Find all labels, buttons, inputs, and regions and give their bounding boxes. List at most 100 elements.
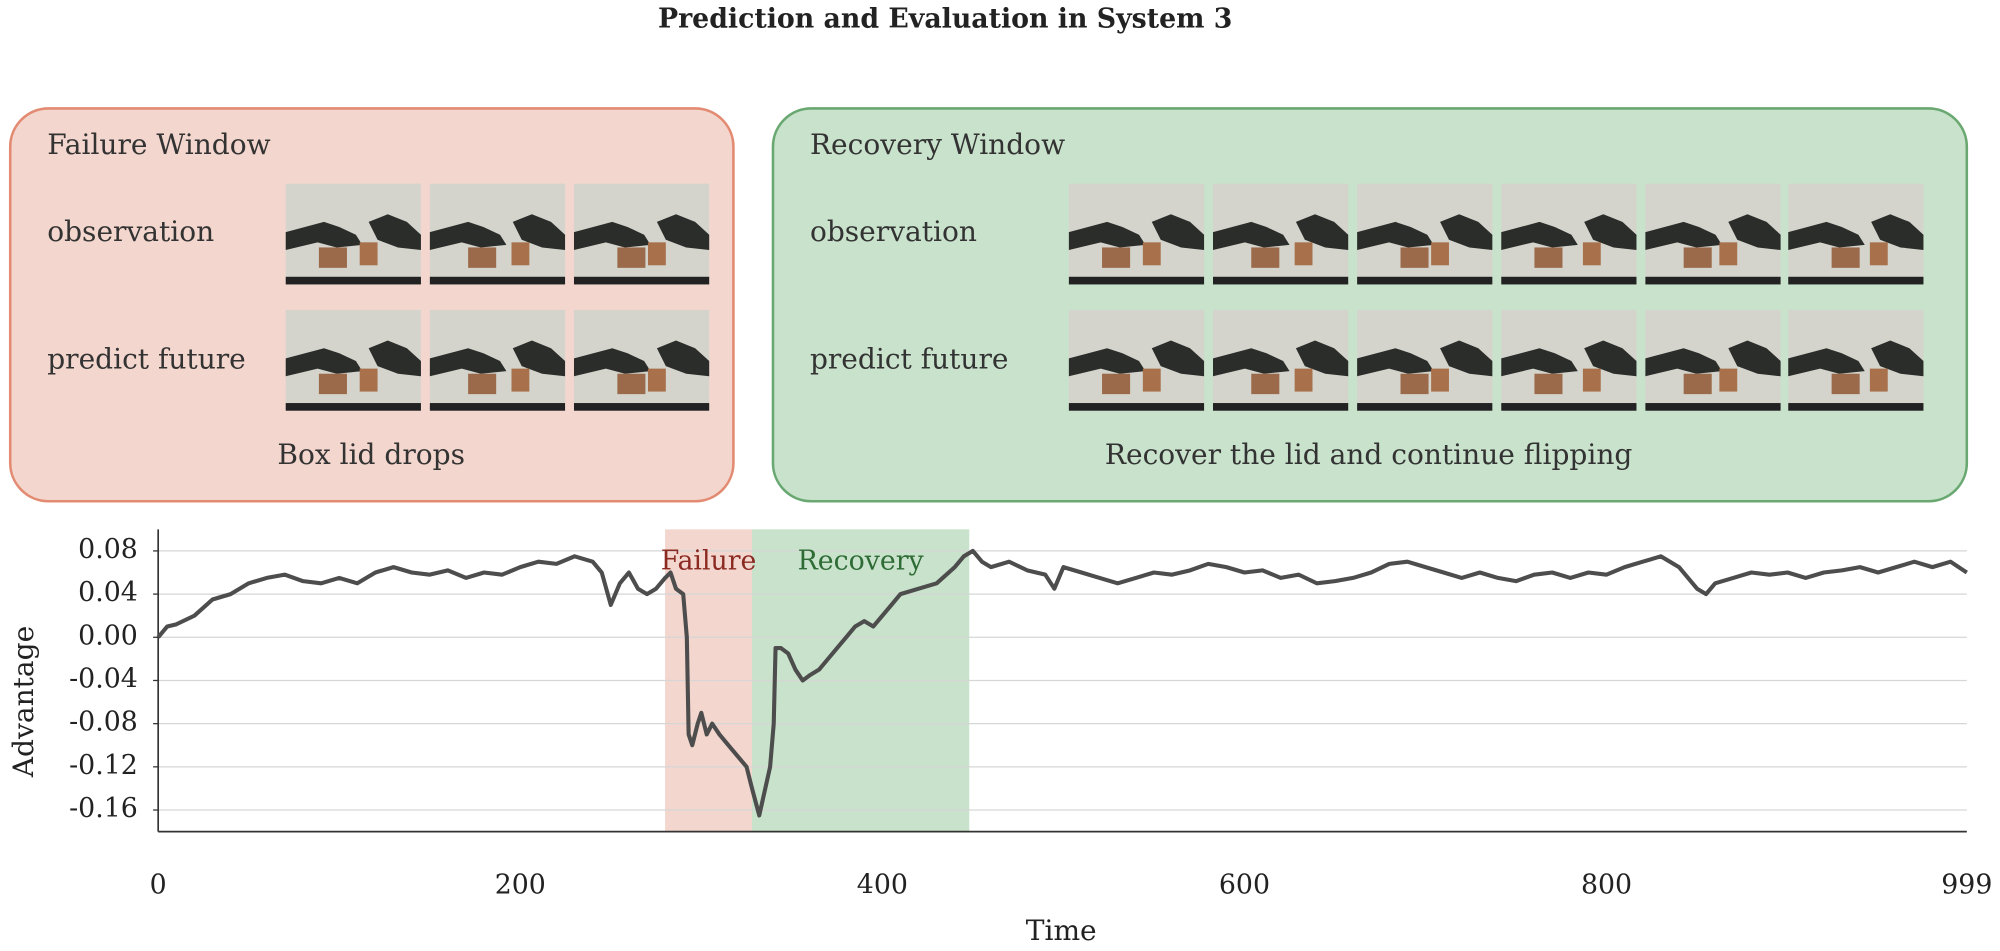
lid <box>647 368 666 392</box>
y-tick-label: -0.08 <box>69 707 138 738</box>
frame-image <box>1788 309 1924 411</box>
robot-arm <box>1501 214 1637 250</box>
frame-image <box>1501 309 1637 411</box>
frame-image <box>573 309 710 411</box>
robot-arm <box>285 340 421 377</box>
box <box>1400 247 1429 268</box>
box <box>1251 247 1280 268</box>
panel-title: Recovery Window <box>810 128 1065 161</box>
figure-title: Prediction and Evaluation in System 3 <box>658 3 1232 34</box>
lid <box>511 242 530 266</box>
robot-arm <box>1645 340 1781 377</box>
lid <box>1294 368 1313 392</box>
box <box>1683 247 1712 268</box>
frame-floor <box>429 403 566 411</box>
x-tick-label: 999 <box>1941 869 1992 900</box>
robot-arm <box>1788 340 1924 377</box>
robot-arm <box>573 340 710 377</box>
frame-floor <box>1501 276 1637 285</box>
frame-floor <box>573 403 710 411</box>
lid <box>1431 242 1449 266</box>
lid <box>1719 242 1738 266</box>
region-label: Failure <box>661 545 757 576</box>
frame-image <box>429 309 566 411</box>
frame-floor <box>1213 403 1349 411</box>
box <box>1534 247 1563 268</box>
frame-floor <box>1357 403 1493 411</box>
lid <box>359 368 378 392</box>
robot-arm <box>1213 340 1349 377</box>
robot-arm <box>1068 214 1205 250</box>
x-tick-label: 0 <box>150 869 167 900</box>
frame-floor <box>1645 403 1781 411</box>
frame-image <box>1213 309 1349 411</box>
box <box>617 247 646 268</box>
y-tick-label: -0.12 <box>69 750 138 781</box>
frame-floor <box>1068 403 1205 411</box>
row-label: observation <box>47 215 214 248</box>
frame-image <box>285 309 421 411</box>
row-label: predict future <box>810 342 1009 375</box>
y-tick-label: 0.08 <box>78 534 138 565</box>
lid <box>1142 368 1161 392</box>
frame-floor <box>285 276 421 285</box>
frame-image <box>1645 183 1781 285</box>
y-tick-label: -0.16 <box>69 793 138 824</box>
frame-image <box>1645 309 1781 411</box>
box <box>1534 373 1563 395</box>
y-tick-label: 0.04 <box>78 577 138 608</box>
box <box>1683 373 1712 395</box>
robot-arm <box>285 214 421 250</box>
robot-arm <box>429 340 566 377</box>
lid <box>1582 368 1601 392</box>
frame-floor <box>1501 403 1637 411</box>
robot-arm <box>1501 340 1637 377</box>
y-tick-label: 0.00 <box>78 620 138 651</box>
frame-image <box>1068 309 1205 411</box>
panel-caption: Recover the lid and continue flipping <box>1105 438 1633 471</box>
robot-arm <box>573 214 710 250</box>
row-label: observation <box>810 215 977 248</box>
lid <box>359 242 378 266</box>
x-tick-label: 600 <box>1219 869 1270 900</box>
lid <box>1719 368 1738 392</box>
box <box>468 373 497 395</box>
box <box>1251 373 1280 395</box>
panel-title: Failure Window <box>47 128 270 161</box>
frame-image <box>1788 183 1924 285</box>
lid <box>1869 242 1888 266</box>
box <box>1831 247 1860 268</box>
robot-arm <box>1357 214 1493 250</box>
box <box>1102 373 1131 395</box>
frame-floor <box>1357 276 1493 285</box>
box <box>1831 373 1860 395</box>
frame-image <box>285 183 421 285</box>
frame-image <box>1213 183 1349 285</box>
frame-image <box>1501 183 1637 285</box>
lid <box>1431 368 1449 392</box>
frame-floor <box>1068 276 1205 285</box>
lid <box>511 368 530 392</box>
box <box>318 247 347 268</box>
panel-caption: Box lid drops <box>277 438 465 471</box>
y-axis-label: Advantage <box>7 626 40 778</box>
box <box>318 373 347 395</box>
robot-arm <box>1357 340 1493 377</box>
x-axis-label: Time <box>1026 914 1097 947</box>
robot-arm <box>1788 214 1924 250</box>
box <box>617 373 646 395</box>
frame-image <box>1068 183 1205 285</box>
frame-floor <box>429 276 566 285</box>
frame-floor <box>285 403 421 411</box>
x-tick-label: 200 <box>495 869 546 900</box>
lid <box>647 242 666 266</box>
robot-arm <box>1068 340 1205 377</box>
lid <box>1142 242 1161 266</box>
data-line <box>156 548 1968 818</box>
frame-floor <box>1213 276 1349 285</box>
robot-arm <box>429 214 566 250</box>
frame-floor <box>1788 276 1924 285</box>
region-label: Recovery <box>798 545 925 576</box>
